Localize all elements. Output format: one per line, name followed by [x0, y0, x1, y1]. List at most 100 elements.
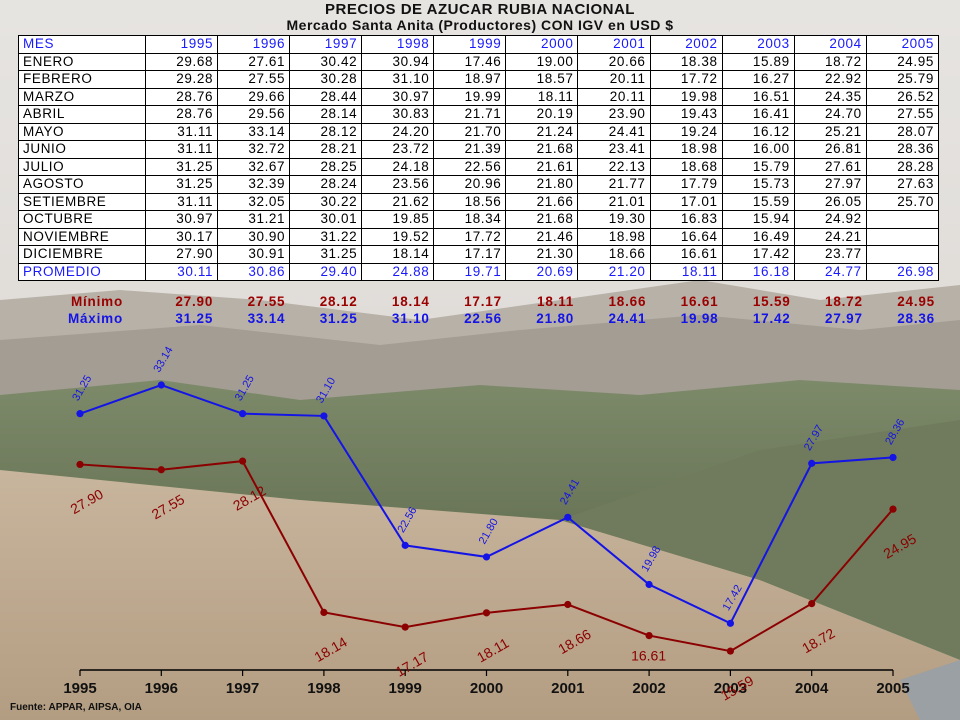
header-year: 2005	[865, 35, 940, 54]
minimum-label: Mínimo	[70, 294, 123, 309]
minimum-data-point	[564, 600, 572, 609]
price-cell: 18.34	[433, 210, 507, 229]
average-row: PROMEDIO 30.11 30.86 29.40 24.88 19.71 20.69 21…	[18, 262, 940, 281]
price-cell: 17.79	[649, 175, 723, 194]
price-cell: 28.76	[144, 105, 219, 124]
maximum-data-label: 33.14	[152, 345, 176, 375]
chart-title: PRECIOS DE AZUCAR RUBIA NACIONAL	[325, 1, 635, 18]
maximum-data-point	[482, 553, 491, 561]
header-year: 1997	[289, 35, 363, 54]
maximum-data-point	[645, 580, 653, 589]
maximum-data-point	[726, 619, 735, 627]
maximum-data-label: 27.97	[802, 423, 826, 453]
price-cell: 17.01	[649, 192, 723, 211]
price-cell: 25.21	[793, 122, 867, 141]
maximum-value: 24.41	[608, 311, 647, 326]
price-cell: 15.73	[721, 175, 795, 194]
x-tick-label: 2002	[632, 680, 665, 697]
price-cell: 23.72	[361, 140, 435, 159]
minimum-data-label: 24.95	[881, 530, 920, 561]
price-cell: 28.14	[289, 105, 363, 124]
price-cell: 23.41	[577, 140, 651, 159]
price-cell: 19.52	[361, 227, 435, 246]
price-cell: 30.97	[361, 87, 435, 106]
price-cell: 26.05	[793, 192, 867, 211]
price-cell: 18.57	[505, 70, 579, 89]
month-cell: ABRIL	[18, 105, 146, 124]
month-cell: OCTUBRE	[18, 210, 146, 229]
price-cell: 17.46	[433, 52, 507, 71]
price-cell: 18.68	[649, 157, 723, 176]
price-cell: 15.94	[721, 210, 795, 229]
month-cell: DICIEMBRE	[18, 245, 146, 264]
minimum-value: 24.95	[897, 294, 935, 309]
month-cell: MARZO	[18, 87, 146, 106]
minimum-value: 18.72	[825, 294, 863, 309]
price-cell: 31.11	[144, 122, 219, 141]
price-cell: 15.59	[721, 192, 795, 211]
price-cell: 25.70	[865, 192, 940, 211]
header-year: 2003	[721, 35, 795, 54]
price-cell: 31.21	[217, 210, 291, 229]
month-cell: AGOSTO	[18, 175, 146, 194]
price-cell: 16.41	[721, 105, 795, 124]
minimum-data-point	[157, 466, 165, 474]
maximum-value: 27.97	[825, 311, 863, 326]
average-cell: 30.86	[217, 262, 291, 281]
price-cell: 15.79	[721, 157, 795, 176]
price-cell: 32.39	[217, 175, 291, 194]
price-cell: 20.66	[577, 52, 651, 71]
header-mes: MES	[18, 35, 146, 54]
price-table: MES 1995 1996 1997 1998 1999 2000 2001 2002 2003 2…	[18, 35, 940, 281]
price-cell: 30.97	[144, 210, 219, 229]
x-tick-label: 2005	[876, 680, 909, 697]
maximum-data-point	[889, 453, 897, 462]
x-tick-label: 2003	[714, 680, 747, 697]
price-cell: 21.24	[505, 122, 579, 141]
price-cell: 27.61	[793, 157, 867, 176]
price-cell: 21.01	[577, 192, 651, 211]
price-cell: 16.00	[721, 140, 795, 159]
minimum-value: 18.66	[608, 294, 647, 309]
price-cell: 27.61	[217, 52, 291, 71]
maximum-data-point	[564, 513, 572, 521]
minimum-value: 27.90	[175, 294, 214, 309]
minimum-value: 28.12	[319, 294, 358, 309]
price-cell: 25.79	[865, 70, 940, 89]
minimum-data-point	[645, 631, 653, 640]
x-tick-label: 1995	[63, 680, 96, 697]
price-cell: 27.55	[217, 70, 291, 89]
price-cell: 21.71	[433, 105, 507, 124]
price-cell: 16.49	[721, 227, 795, 246]
minimum-value: 15.59	[752, 294, 791, 309]
price-cell: 16.61	[649, 245, 723, 264]
price-cell: 28.76	[144, 87, 219, 106]
price-cell: 30.28	[289, 70, 363, 89]
price-cell: 21.61	[505, 157, 579, 176]
price-cell: 27.90	[144, 245, 219, 264]
price-cell: 17.42	[721, 245, 795, 264]
price-cell: 31.25	[289, 245, 363, 264]
average-label: PROMEDIO	[18, 262, 146, 281]
month-cell: JUNIO	[18, 140, 146, 159]
price-cell: 22.13	[577, 157, 651, 176]
price-cell: 17.72	[649, 70, 723, 89]
price-cell: 20.96	[433, 175, 507, 194]
price-cell: 17.72	[433, 227, 507, 246]
maximum-data-label: 17.42	[721, 583, 745, 613]
average-cell: 24.88	[361, 262, 435, 281]
price-cell: 20.11	[577, 87, 651, 106]
price-cell: 21.66	[505, 192, 579, 211]
maximum-data-label: 21.80	[477, 517, 501, 547]
maximum-data-label: 19.98	[639, 544, 663, 574]
maximum-data-label: 28.36	[883, 417, 907, 447]
table-row: MAYO 31.11 33.14 28.12 24.20 21.70 21.24 24.41 1…	[18, 122, 940, 141]
x-tick-label: 1997	[226, 680, 259, 697]
source-note: Fuente: APPAR, AIPSA, OIA	[10, 702, 142, 713]
table-row: ABRIL 28.76 29.56 28.14 30.83 21.71 20.19 23.90…	[18, 105, 940, 124]
price-cell: 24.41	[577, 122, 651, 141]
price-cell: 20.11	[577, 70, 651, 89]
header-year: 1996	[217, 35, 291, 54]
average-cell: 20.69	[505, 262, 579, 281]
maximum-data-point	[320, 412, 328, 420]
